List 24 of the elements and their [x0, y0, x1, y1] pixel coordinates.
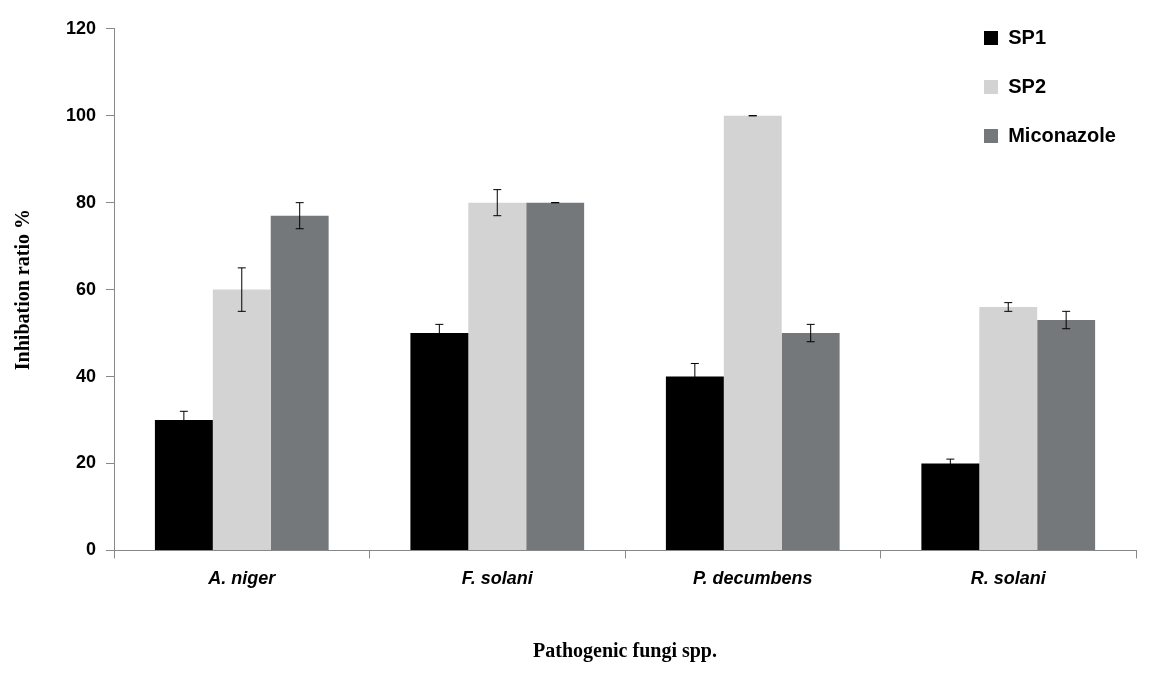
- x-tick-label: A. niger: [207, 568, 277, 589]
- bar: [212, 289, 271, 550]
- bar: [270, 215, 329, 550]
- legend-label: SP1: [1008, 26, 1047, 49]
- y-tick-label: 0: [86, 539, 97, 560]
- legend-label: SP2: [1008, 75, 1047, 98]
- bar: [526, 202, 585, 550]
- y-tick-label: 100: [65, 104, 97, 125]
- y-tick-label: 80: [76, 191, 97, 212]
- bar: [979, 306, 1038, 550]
- y-axis-title: Inhibation ratio %: [11, 209, 34, 371]
- bar: [1037, 320, 1096, 550]
- y-tick-label: 40: [76, 365, 97, 386]
- x-tick-label: F. solani: [461, 568, 534, 589]
- y-tick-label: 60: [76, 278, 97, 299]
- bar: [781, 333, 840, 550]
- legend-label: Miconazole: [1008, 124, 1116, 147]
- bar: [723, 115, 782, 550]
- y-tick-label: 20: [76, 452, 97, 473]
- x-tick-label: R. solani: [970, 568, 1047, 589]
- y-tick-label: 120: [65, 17, 97, 38]
- x-axis-title: Pathogenic fungi spp.: [533, 639, 717, 663]
- x-tick-label: P. decumbens: [692, 568, 813, 589]
- bar: [468, 202, 527, 550]
